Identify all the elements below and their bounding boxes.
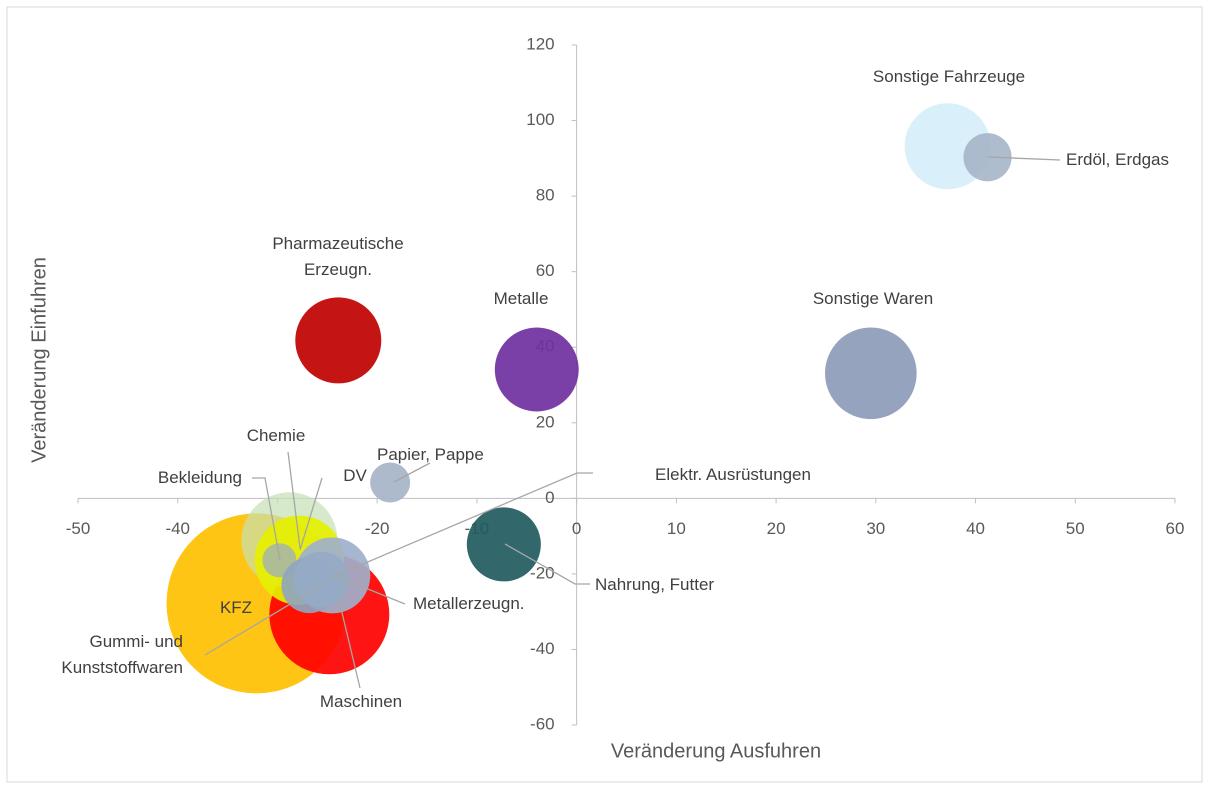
bubble (963, 133, 1012, 182)
chart-border (6, 6, 1203, 783)
x-tick-label: 40 (966, 519, 985, 538)
data-label: Erdöl, Erdgas (1066, 150, 1169, 169)
leader-line (299, 477, 323, 551)
data-label: Sonstige Waren (812, 289, 934, 308)
x-tick-label: 10 (667, 519, 686, 538)
leader-line (504, 543, 590, 585)
y-tick-label: 0 (545, 488, 554, 507)
data-label: Pharmazeutische Erzeugn. (272, 234, 404, 279)
x-tick-label: 0 (572, 519, 581, 538)
leader-line (332, 574, 406, 605)
leader-line (338, 599, 361, 689)
y-tick-label: -60 (530, 714, 555, 733)
leader-line (987, 156, 1061, 161)
x-tick-label: 30 (866, 519, 885, 538)
y-tick-label: 20 (536, 412, 555, 431)
y-tick-label: 80 (536, 186, 555, 205)
bubble (370, 462, 411, 503)
x-tick-label: -40 (165, 519, 190, 538)
y-axis-title: Veränderung Einfuhren (28, 257, 50, 463)
y-tick-label: 100 (526, 110, 554, 129)
data-label: Chemie (246, 426, 306, 445)
data-label: Papier, Pappe (377, 445, 484, 464)
leader-line (252, 477, 281, 561)
y-tick-label: 120 (526, 34, 554, 53)
x-tick-label: 20 (767, 519, 786, 538)
x-tick-label: -20 (365, 519, 390, 538)
leader-line (287, 451, 301, 549)
leader-line (329, 472, 593, 579)
data-label: Elektr. Ausrüstungen (655, 465, 811, 484)
bubble (293, 551, 350, 608)
x-tick-label: -50 (66, 519, 91, 538)
data-label: Gummi- und Kunststoffwaren (61, 632, 183, 677)
data-label: Sonstige Fahrzeuge (872, 67, 1026, 86)
bubble (466, 507, 541, 582)
data-label: Nahrung, Futter (595, 575, 715, 594)
data-label: Metalle (493, 289, 549, 308)
y-tick-label: -40 (530, 639, 555, 658)
data-label: DV (343, 466, 367, 485)
leader-line (204, 584, 323, 656)
x-axis-title: Veränderung Ausfuhren (611, 740, 821, 762)
data-label: Maschinen (319, 692, 403, 711)
data-label: KFZ (219, 598, 253, 617)
data-label: Metallerzeugn. (413, 594, 525, 613)
leader-line (393, 462, 431, 483)
data-label: Bekleidung (157, 468, 242, 487)
bubble (295, 297, 382, 384)
bubble (494, 327, 579, 412)
bubble (825, 327, 917, 420)
x-tick-label: 50 (1066, 519, 1085, 538)
y-tick-label: 60 (536, 261, 555, 280)
x-tick-label: 60 (1166, 519, 1185, 538)
